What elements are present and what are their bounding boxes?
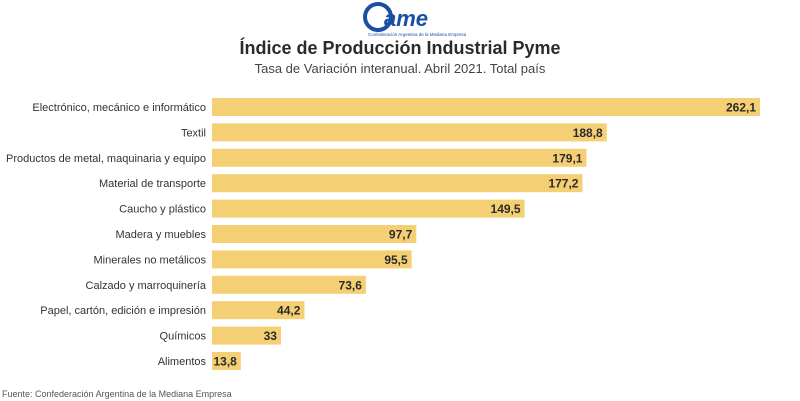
bar [212, 123, 607, 142]
category-label: Calzado y marroquinería [86, 280, 207, 292]
logo-subtext: Confederación Argentina de la Mediana Em… [368, 32, 467, 37]
bar-chart-svg: Electrónico, mecánico e informático 262,1… [6, 98, 760, 370]
category-label: Caucho y plástico [119, 204, 206, 216]
bar [212, 250, 412, 269]
value-label: 262,1 [726, 101, 756, 115]
logo-wordmark: ame [384, 6, 428, 31]
value-label: 73,6 [339, 278, 363, 292]
category-label: Material de transporte [99, 178, 206, 190]
value-label: 97,7 [389, 228, 413, 242]
bar [212, 326, 281, 345]
bar [212, 148, 587, 167]
value-label: 13,8 [213, 355, 237, 369]
value-label: 177,2 [548, 177, 578, 191]
category-label: Papel, cartón, edición e impresión [40, 305, 206, 317]
chart-title: Índice de Producción Industrial Pyme [239, 38, 561, 58]
value-label: 188,8 [573, 126, 603, 140]
bar-chart: Electrónico, mecánico e informático 262,1… [0, 94, 800, 374]
value-label: 44,2 [277, 304, 301, 318]
bar [212, 352, 241, 370]
bar [212, 301, 305, 320]
category-label: Químicos [160, 331, 207, 343]
bar [212, 174, 583, 193]
category-label: Madera y muebles [116, 229, 207, 241]
bar [212, 199, 525, 218]
value-label: 179,1 [552, 151, 582, 165]
bar [212, 98, 760, 116]
chart-subtitle: Tasa de Variación interanual. Abril 2021… [254, 61, 546, 76]
category-label: Productos de metal, maquinaria y equipo [6, 153, 206, 165]
category-label: Minerales no metálicos [94, 254, 207, 266]
source-note: Fuente: Confederación Argentina de la Me… [2, 389, 232, 399]
came-logo-mark: ame [363, 2, 428, 32]
came-logo: ame Confederación Argentina de la Median… [362, 2, 467, 38]
category-label: Electrónico, mecánico e informático [32, 102, 206, 114]
value-label: 149,5 [491, 202, 521, 216]
bar [212, 275, 366, 294]
bar [212, 225, 417, 243]
value-label: 95,5 [384, 253, 408, 267]
category-label: Textil [181, 127, 206, 139]
value-label: 33 [264, 329, 278, 343]
category-label: Alimentos [158, 356, 207, 368]
